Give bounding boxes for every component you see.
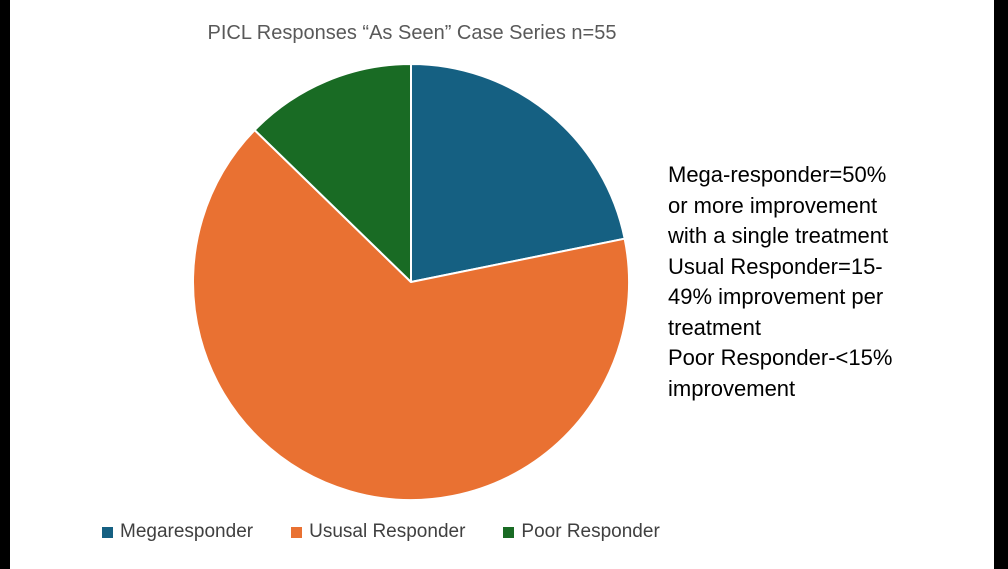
definition-line: treatment — [668, 314, 761, 340]
pie-chart — [10, 0, 994, 569]
chart-title: PICL Responses “As Seen” Case Series n=5… — [207, 22, 617, 44]
legend-swatch — [291, 526, 303, 538]
responder-definitions: Mega-responder=50% or more improvement w… — [668, 160, 968, 404]
legend-item-megaresponder: Megaresponder — [102, 521, 253, 543]
legend-swatch — [503, 526, 515, 538]
definition-line: Poor Responder-<15% — [668, 345, 893, 370]
definition-line: 49% improvement per — [668, 284, 884, 309]
definition-line: with a single treatment — [668, 223, 889, 248]
legend-label: Ususal Responder — [309, 521, 466, 542]
pie-svg — [192, 63, 630, 501]
legend-swatch — [102, 526, 113, 538]
pie-slice-ususal-responder — [192, 129, 630, 501]
legend-item-usual-responder: Ususal Responder — [291, 521, 465, 543]
definition-line: Mega-responder=50% — [668, 162, 887, 187]
legend-label: Megaresponder — [120, 521, 254, 542]
definition-line: or more improvement — [668, 192, 878, 218]
definition-line: Usual Responder=15- — [668, 253, 883, 279]
legend-item-poor-responder: Poor Responder — [503, 521, 660, 543]
definition-line: improvement — [668, 375, 796, 401]
pie-slice-poor-responder — [253, 63, 412, 283]
chart-legend: Megaresponder Ususal Responder Poor Resp… — [102, 517, 698, 547]
chart-frame: PICL Responses “As Seen” Case Series n=5… — [10, 0, 994, 569]
pie-slice-megaresponder — [410, 63, 626, 283]
legend-label: Poor Responder — [521, 521, 660, 542]
